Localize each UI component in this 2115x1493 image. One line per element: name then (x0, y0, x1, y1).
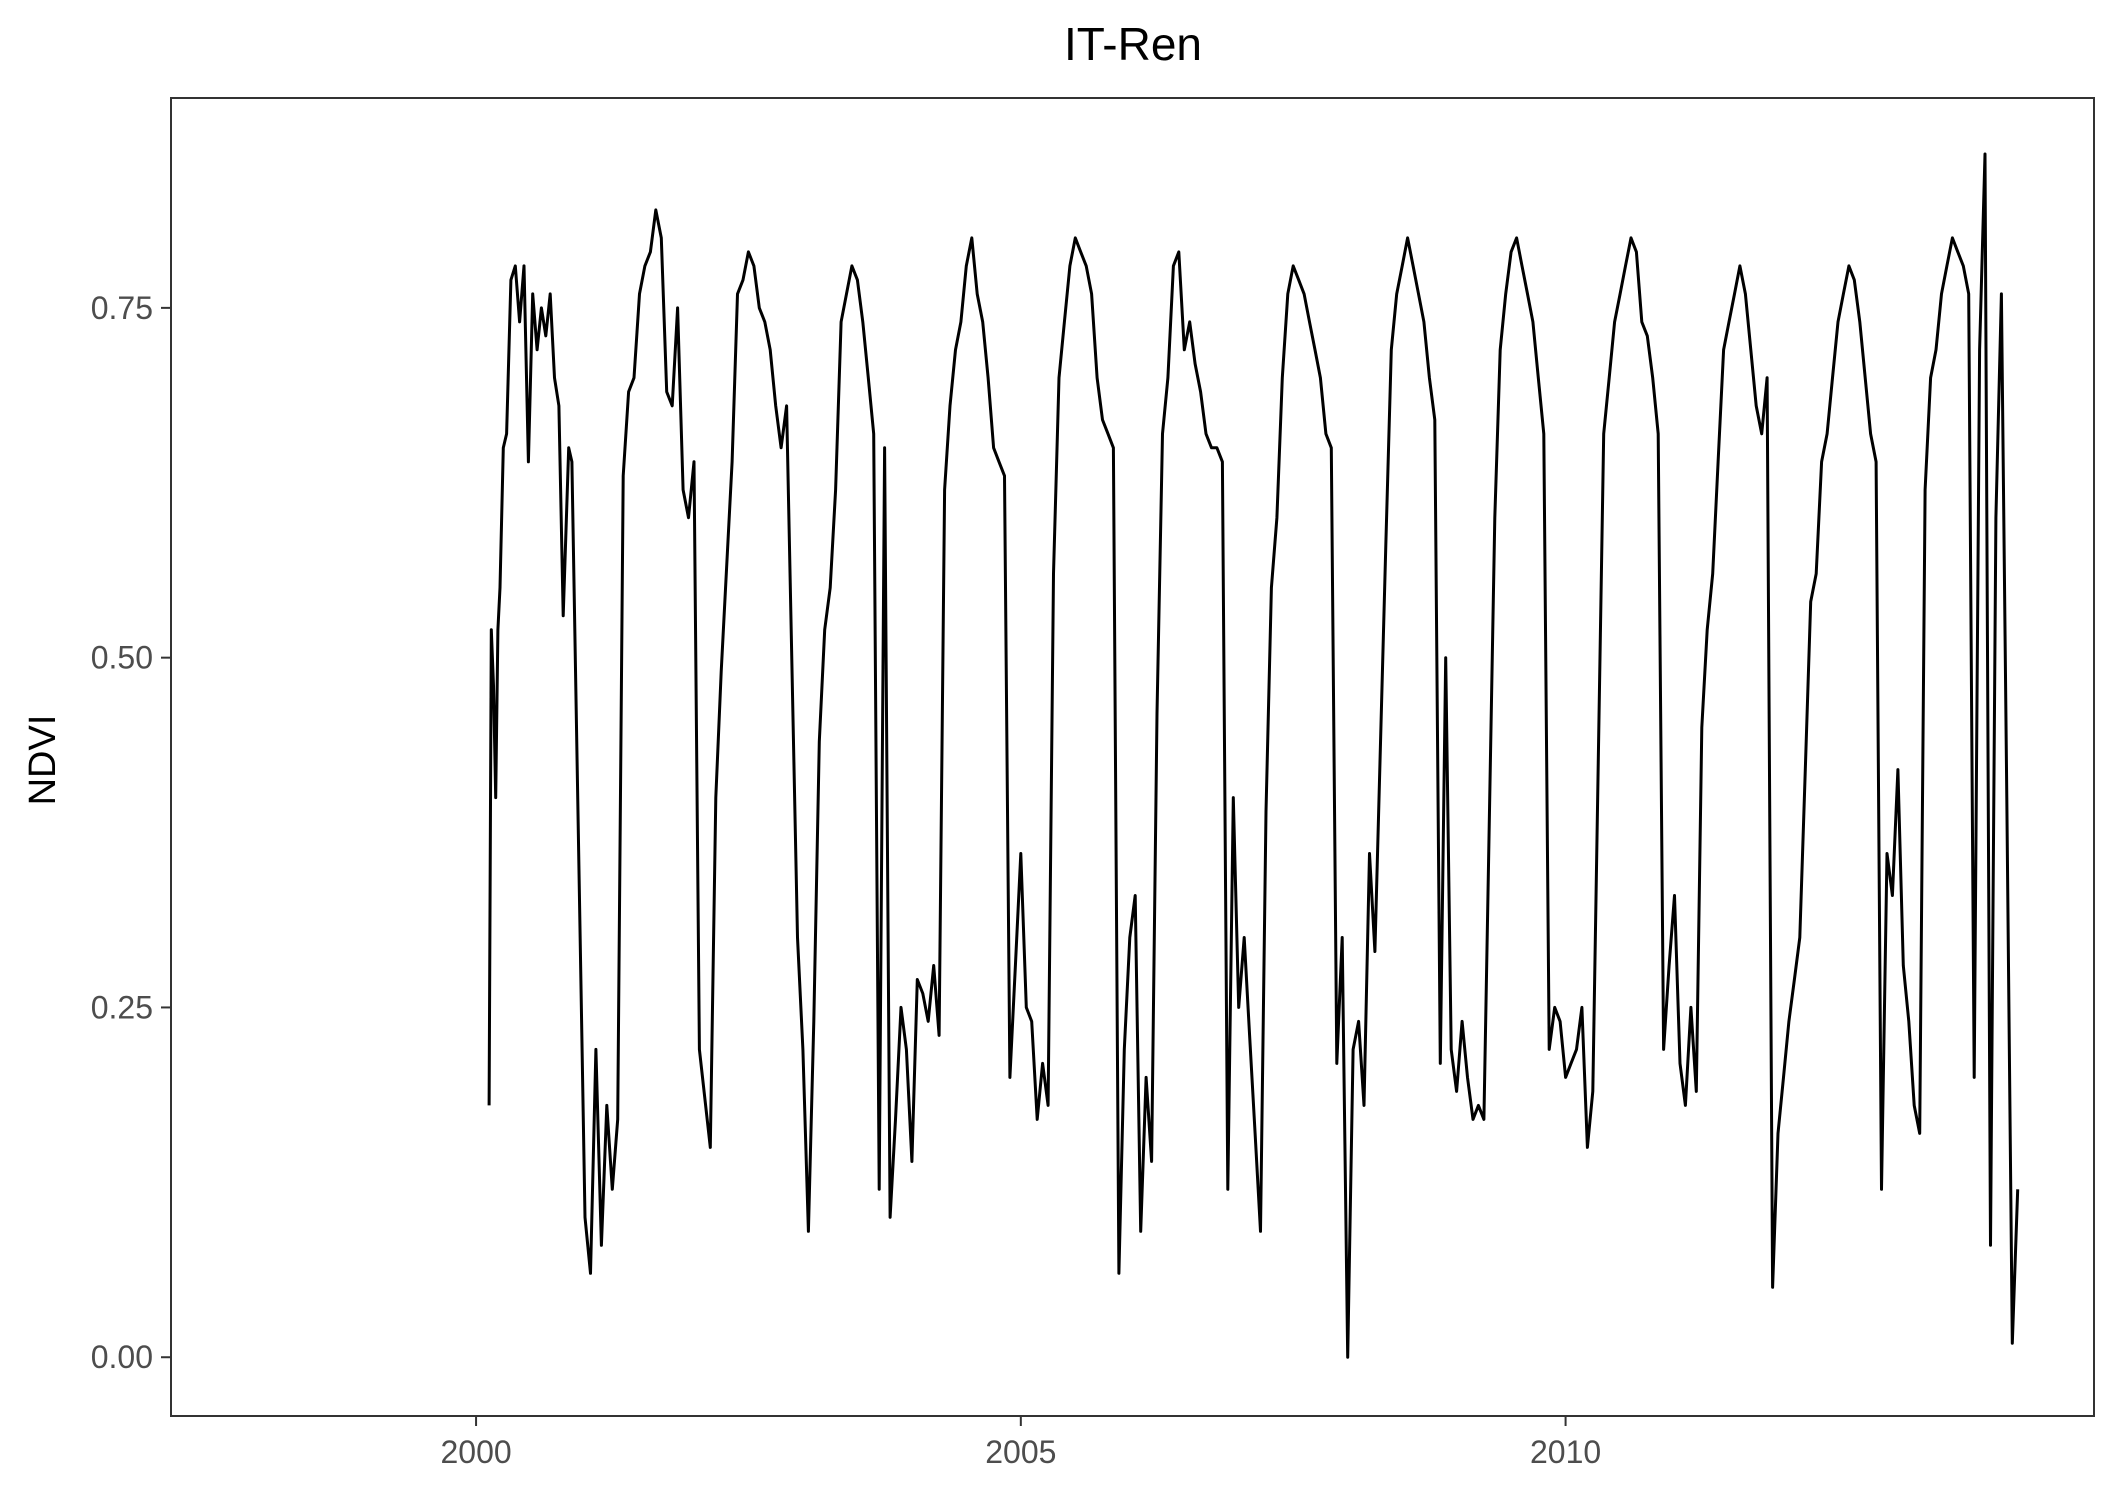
y-tick-label: 0.00 (91, 1339, 153, 1375)
ndvi-series (487, 152, 2020, 1359)
y-tick-label: 0.25 (91, 989, 153, 1025)
series-line-0 (487, 152, 2020, 1359)
plot-panel (170, 97, 2095, 1417)
chart-title: IT-Ren (1064, 18, 1202, 70)
x-tick-label: 2005 (985, 1434, 1056, 1470)
x-tick-label: 2000 (440, 1434, 511, 1470)
y-axis: 0.00 0.25 0.50 0.75 (91, 290, 171, 1375)
x-tick-label: 2010 (1530, 1434, 1601, 1470)
y-axis-label: NDVI (22, 715, 64, 806)
y-tick-label: 0.75 (91, 290, 153, 326)
x-axis: 2000 2005 2010 (440, 1416, 1601, 1470)
y-tick-label: 0.50 (91, 640, 153, 676)
